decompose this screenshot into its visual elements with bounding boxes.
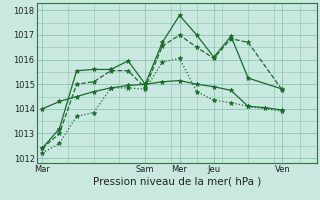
- X-axis label: Pression niveau de la mer( hPa ): Pression niveau de la mer( hPa ): [93, 177, 261, 187]
